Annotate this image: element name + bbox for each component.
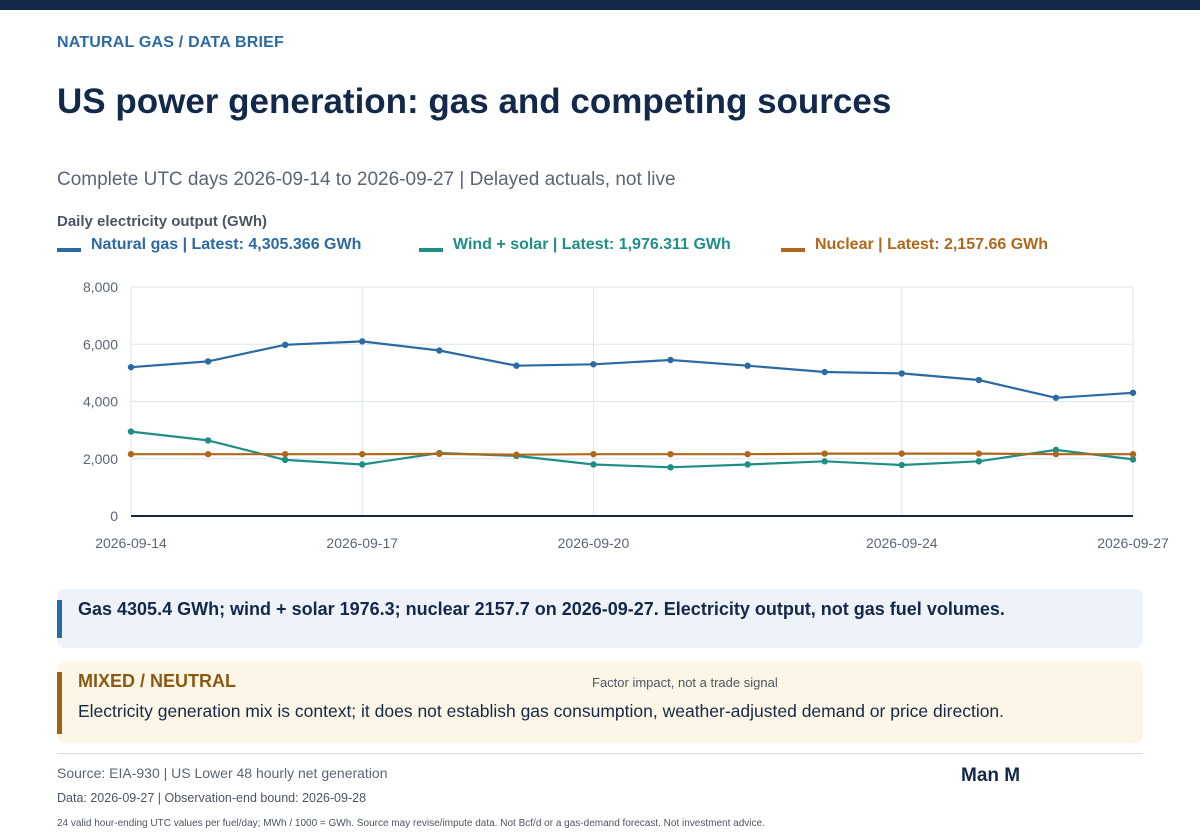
page-title: US power generation: gas and competing s…: [57, 82, 892, 121]
data-point-natural-gas: [744, 362, 751, 369]
data-point-wind-solar: [667, 464, 674, 471]
x-tick-label: 2026-09-17: [326, 535, 398, 551]
x-tick-label: 2026-09-14: [95, 535, 167, 551]
verdict-box: MIXED / NEUTRAL Factor impact, not a tra…: [57, 661, 1143, 743]
data-point-nuclear: [898, 450, 905, 457]
generation-line-chart: 0 2,000 4,000 6,000 8,000 2026-09-14 2026-09-1…: [83, 279, 1169, 551]
data-point-natural-gas: [975, 376, 983, 384]
x-tick-label: 2026-09-24: [866, 535, 938, 551]
legend-swatch-nuclear: [781, 248, 805, 252]
y-tick-label: 4,000: [83, 394, 118, 410]
data-point-nuclear: [127, 450, 135, 458]
data-point-nuclear: [1052, 450, 1060, 458]
data-point-nuclear: [281, 450, 289, 458]
data-point-natural-gas: [127, 363, 135, 371]
series-line-wind-solar: [130, 430, 1134, 469]
data-point-nuclear: [667, 450, 674, 458]
verdict-note: Factor impact, not a trade signal: [592, 675, 778, 690]
data-point-wind-solar: [1129, 456, 1137, 463]
top-accent-bar: [0, 0, 1200, 10]
data-point-natural-gas: [1129, 389, 1137, 396]
verdict-accent: [57, 672, 62, 734]
y-tick-label: 6,000: [83, 336, 118, 352]
legend-nuclear: Nuclear | Latest: 2,157.66 GWh: [781, 236, 1048, 254]
kicker: NATURAL GAS / DATA BRIEF: [57, 34, 285, 51]
series-line-natural-gas: [130, 340, 1134, 399]
data-point-nuclear: [436, 450, 443, 458]
data-point-nuclear: [821, 450, 828, 457]
footer-divider: [57, 753, 1143, 754]
legend-natural-gas: Natural gas | Latest: 4,305.366 GWh: [57, 236, 361, 254]
legend-label-nuclear: Nuclear | Latest: 2,157.66 GWh: [815, 236, 1049, 253]
data-point-wind-solar: [127, 428, 135, 435]
data-point-natural-gas: [667, 356, 674, 364]
summary-callout: Gas 4305.4 GWh; wind + solar 1976.3; nuc…: [57, 589, 1143, 648]
legend-swatch-renew: [419, 248, 443, 252]
y-tick-label: 8,000: [83, 279, 118, 295]
data-point-wind-solar: [821, 458, 828, 465]
footnote: 24 valid hour-ending UTC values per fuel…: [57, 818, 765, 829]
legend-label-renew: Wind + solar | Latest: 1,976.311 GWh: [453, 236, 731, 253]
data-point-natural-gas: [1052, 394, 1060, 401]
data-point-nuclear: [975, 450, 983, 457]
chart-label: Daily electricity output (GWh): [57, 213, 268, 230]
data-line: Data: 2026-09-27 | Observation-end bound…: [57, 791, 367, 805]
data-point-wind-solar: [204, 437, 212, 444]
data-point-natural-gas: [281, 341, 289, 349]
callout-accent: [57, 600, 62, 638]
data-point-natural-gas: [436, 347, 443, 354]
data-point-nuclear: [359, 450, 366, 458]
data-point-wind-solar: [359, 461, 366, 468]
legend-wind-solar: Wind + solar | Latest: 1,976.311 GWh: [419, 236, 731, 254]
y-tick-label: 2,000: [83, 451, 118, 467]
data-point-wind-solar: [898, 461, 905, 469]
brand-name: Man M: [961, 765, 1021, 786]
data-point-wind-solar: [744, 461, 751, 468]
legend-label-gas: Natural gas | Latest: 4,305.366 GWh: [91, 236, 362, 253]
y-tick-label: 0: [110, 508, 118, 524]
x-tick-label: 2026-09-27: [1097, 535, 1169, 551]
data-point-nuclear: [513, 451, 520, 458]
x-tick-label: 2026-09-20: [558, 535, 630, 551]
data-point-natural-gas: [821, 368, 828, 376]
data-point-natural-gas: [204, 358, 212, 365]
data-point-wind-solar: [281, 456, 289, 464]
data-point-natural-gas: [359, 338, 366, 345]
data-point-wind-solar: [975, 458, 983, 465]
data-point-nuclear: [204, 450, 212, 458]
source-line: Source: EIA-930 | US Lower 48 hourly net…: [57, 765, 388, 781]
callout-text: Gas 4305.4 GWh; wind + solar 1976.3; nuc…: [78, 599, 1005, 619]
data-point-natural-gas: [513, 362, 520, 369]
verdict-label: MIXED / NEUTRAL: [78, 671, 237, 691]
data-point-wind-solar: [590, 461, 597, 468]
subtitle: Complete UTC days 2026-09-14 to 2026-09-…: [57, 169, 676, 190]
data-point-natural-gas: [590, 361, 597, 368]
verdict-text: Electricity generation mix is context; i…: [78, 701, 1005, 721]
data-point-nuclear: [1129, 451, 1137, 458]
series-line-nuclear: [131, 452, 1133, 456]
data-point-natural-gas: [898, 370, 905, 377]
data-point-nuclear: [590, 450, 597, 458]
legend-swatch-gas: [57, 248, 81, 252]
data-point-nuclear: [744, 450, 751, 458]
